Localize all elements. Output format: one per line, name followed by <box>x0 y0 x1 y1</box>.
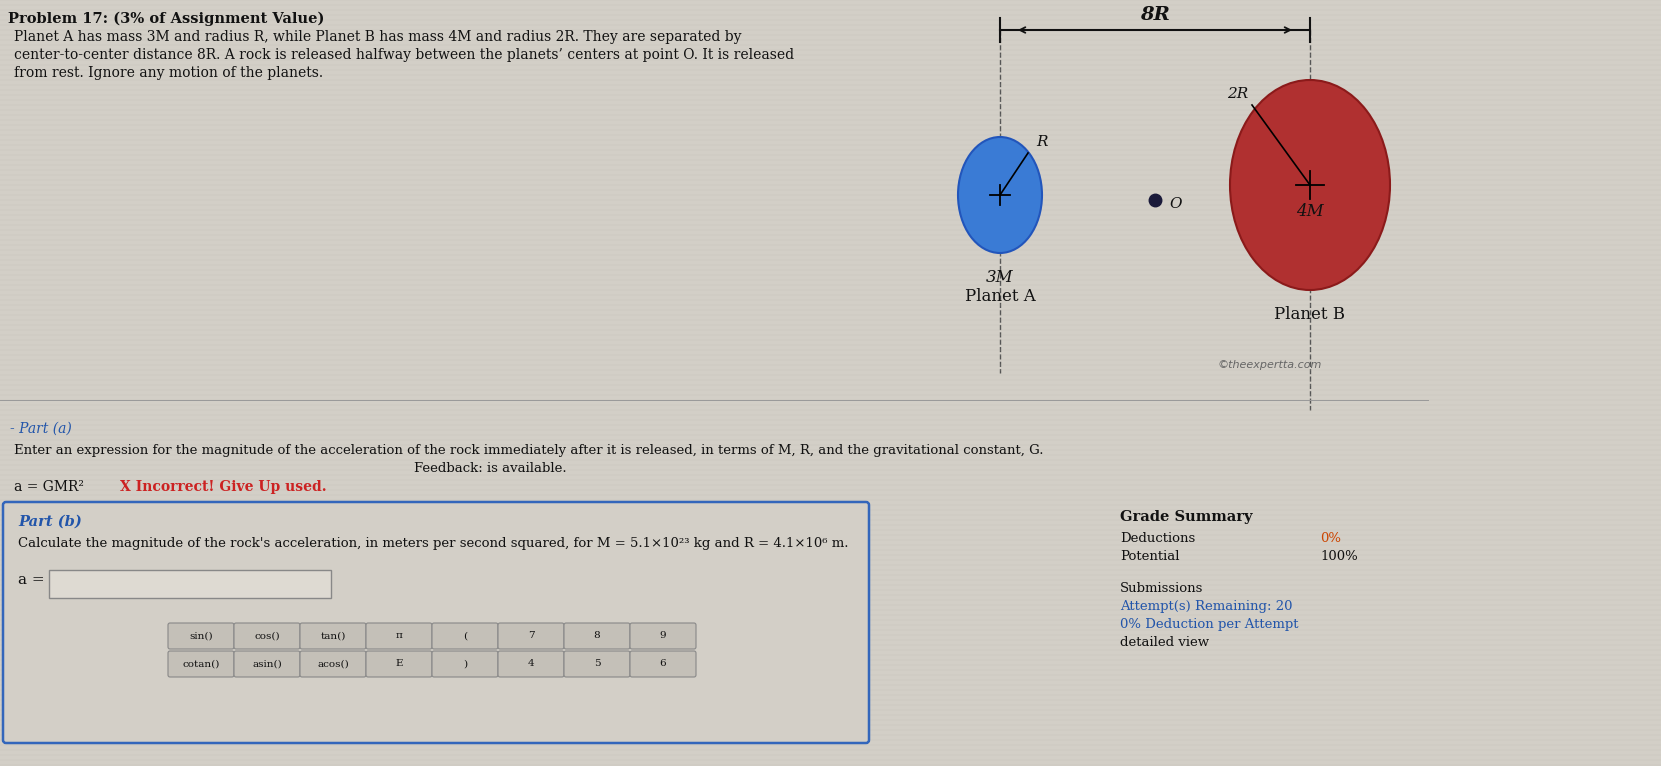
Text: 0%: 0% <box>1320 532 1340 545</box>
Text: Planet A: Planet A <box>965 288 1035 305</box>
Text: 8: 8 <box>593 631 600 640</box>
Text: Deductions: Deductions <box>1120 532 1196 545</box>
FancyBboxPatch shape <box>3 502 869 743</box>
FancyBboxPatch shape <box>50 570 331 598</box>
Text: Calculate the magnitude of the rock's acceleration, in meters per second squared: Calculate the magnitude of the rock's ac… <box>18 537 849 550</box>
Text: 0% Deduction per Attempt: 0% Deduction per Attempt <box>1120 618 1299 631</box>
FancyBboxPatch shape <box>365 623 432 649</box>
Text: tan(): tan() <box>321 631 345 640</box>
FancyBboxPatch shape <box>498 623 565 649</box>
Text: from rest. Ignore any motion of the planets.: from rest. Ignore any motion of the plan… <box>13 66 324 80</box>
Text: R: R <box>1036 135 1048 149</box>
FancyBboxPatch shape <box>365 651 432 677</box>
Ellipse shape <box>1231 80 1390 290</box>
FancyBboxPatch shape <box>432 651 498 677</box>
FancyBboxPatch shape <box>301 651 365 677</box>
Text: Submissions: Submissions <box>1120 582 1203 595</box>
FancyBboxPatch shape <box>168 623 234 649</box>
Text: cotan(): cotan() <box>183 660 219 669</box>
Text: 4M: 4M <box>1296 203 1324 220</box>
Text: Part (b): Part (b) <box>18 515 81 529</box>
Text: detailed view: detailed view <box>1120 636 1209 649</box>
Text: π: π <box>395 631 402 640</box>
FancyBboxPatch shape <box>168 651 234 677</box>
FancyBboxPatch shape <box>630 623 696 649</box>
Text: Problem 17: (3% of Assignment Value): Problem 17: (3% of Assignment Value) <box>8 12 324 26</box>
Text: E: E <box>395 660 402 669</box>
Text: 7: 7 <box>528 631 535 640</box>
Text: ): ) <box>463 660 467 669</box>
FancyBboxPatch shape <box>234 651 301 677</box>
Text: asin(): asin() <box>252 660 282 669</box>
FancyBboxPatch shape <box>565 623 630 649</box>
Text: cos(): cos() <box>254 631 279 640</box>
Text: center-to-center distance 8R. A rock is released halfway between the planets’ ce: center-to-center distance 8R. A rock is … <box>13 48 794 62</box>
FancyBboxPatch shape <box>565 651 630 677</box>
Text: Attempt(s) Remaining: 20: Attempt(s) Remaining: 20 <box>1120 600 1292 613</box>
Text: - Part (a): - Part (a) <box>10 422 71 436</box>
Text: ©theexpertta.com: ©theexpertta.com <box>1218 360 1322 370</box>
Text: 6: 6 <box>659 660 666 669</box>
Text: Grade Summary: Grade Summary <box>1120 510 1252 524</box>
Text: sin(): sin() <box>189 631 213 640</box>
FancyBboxPatch shape <box>630 651 696 677</box>
Ellipse shape <box>958 137 1041 253</box>
Text: 3M: 3M <box>987 269 1013 286</box>
FancyBboxPatch shape <box>301 623 365 649</box>
Text: Enter an expression for the magnitude of the acceleration of the rock immediatel: Enter an expression for the magnitude of… <box>13 444 1043 457</box>
Text: 8R: 8R <box>1139 6 1169 24</box>
Text: a = GMR²: a = GMR² <box>13 480 85 494</box>
Text: 9: 9 <box>659 631 666 640</box>
Text: 2R: 2R <box>1227 87 1247 101</box>
Text: 5: 5 <box>593 660 600 669</box>
FancyBboxPatch shape <box>498 651 565 677</box>
Text: (: ( <box>463 631 467 640</box>
Text: X Incorrect! Give Up used.: X Incorrect! Give Up used. <box>120 480 327 494</box>
Text: Planet B: Planet B <box>1274 306 1345 323</box>
Text: 4: 4 <box>528 660 535 669</box>
FancyBboxPatch shape <box>234 623 301 649</box>
Text: O: O <box>1169 197 1181 211</box>
Text: a =: a = <box>18 573 45 587</box>
Text: 100%: 100% <box>1320 550 1357 563</box>
Text: Planet A has mass 3M and radius R, while Planet B has mass 4M and radius 2R. The: Planet A has mass 3M and radius R, while… <box>13 30 741 44</box>
FancyBboxPatch shape <box>432 623 498 649</box>
Text: Potential: Potential <box>1120 550 1179 563</box>
Text: acos(): acos() <box>317 660 349 669</box>
Text: Feedback: is available.: Feedback: is available. <box>414 462 566 475</box>
